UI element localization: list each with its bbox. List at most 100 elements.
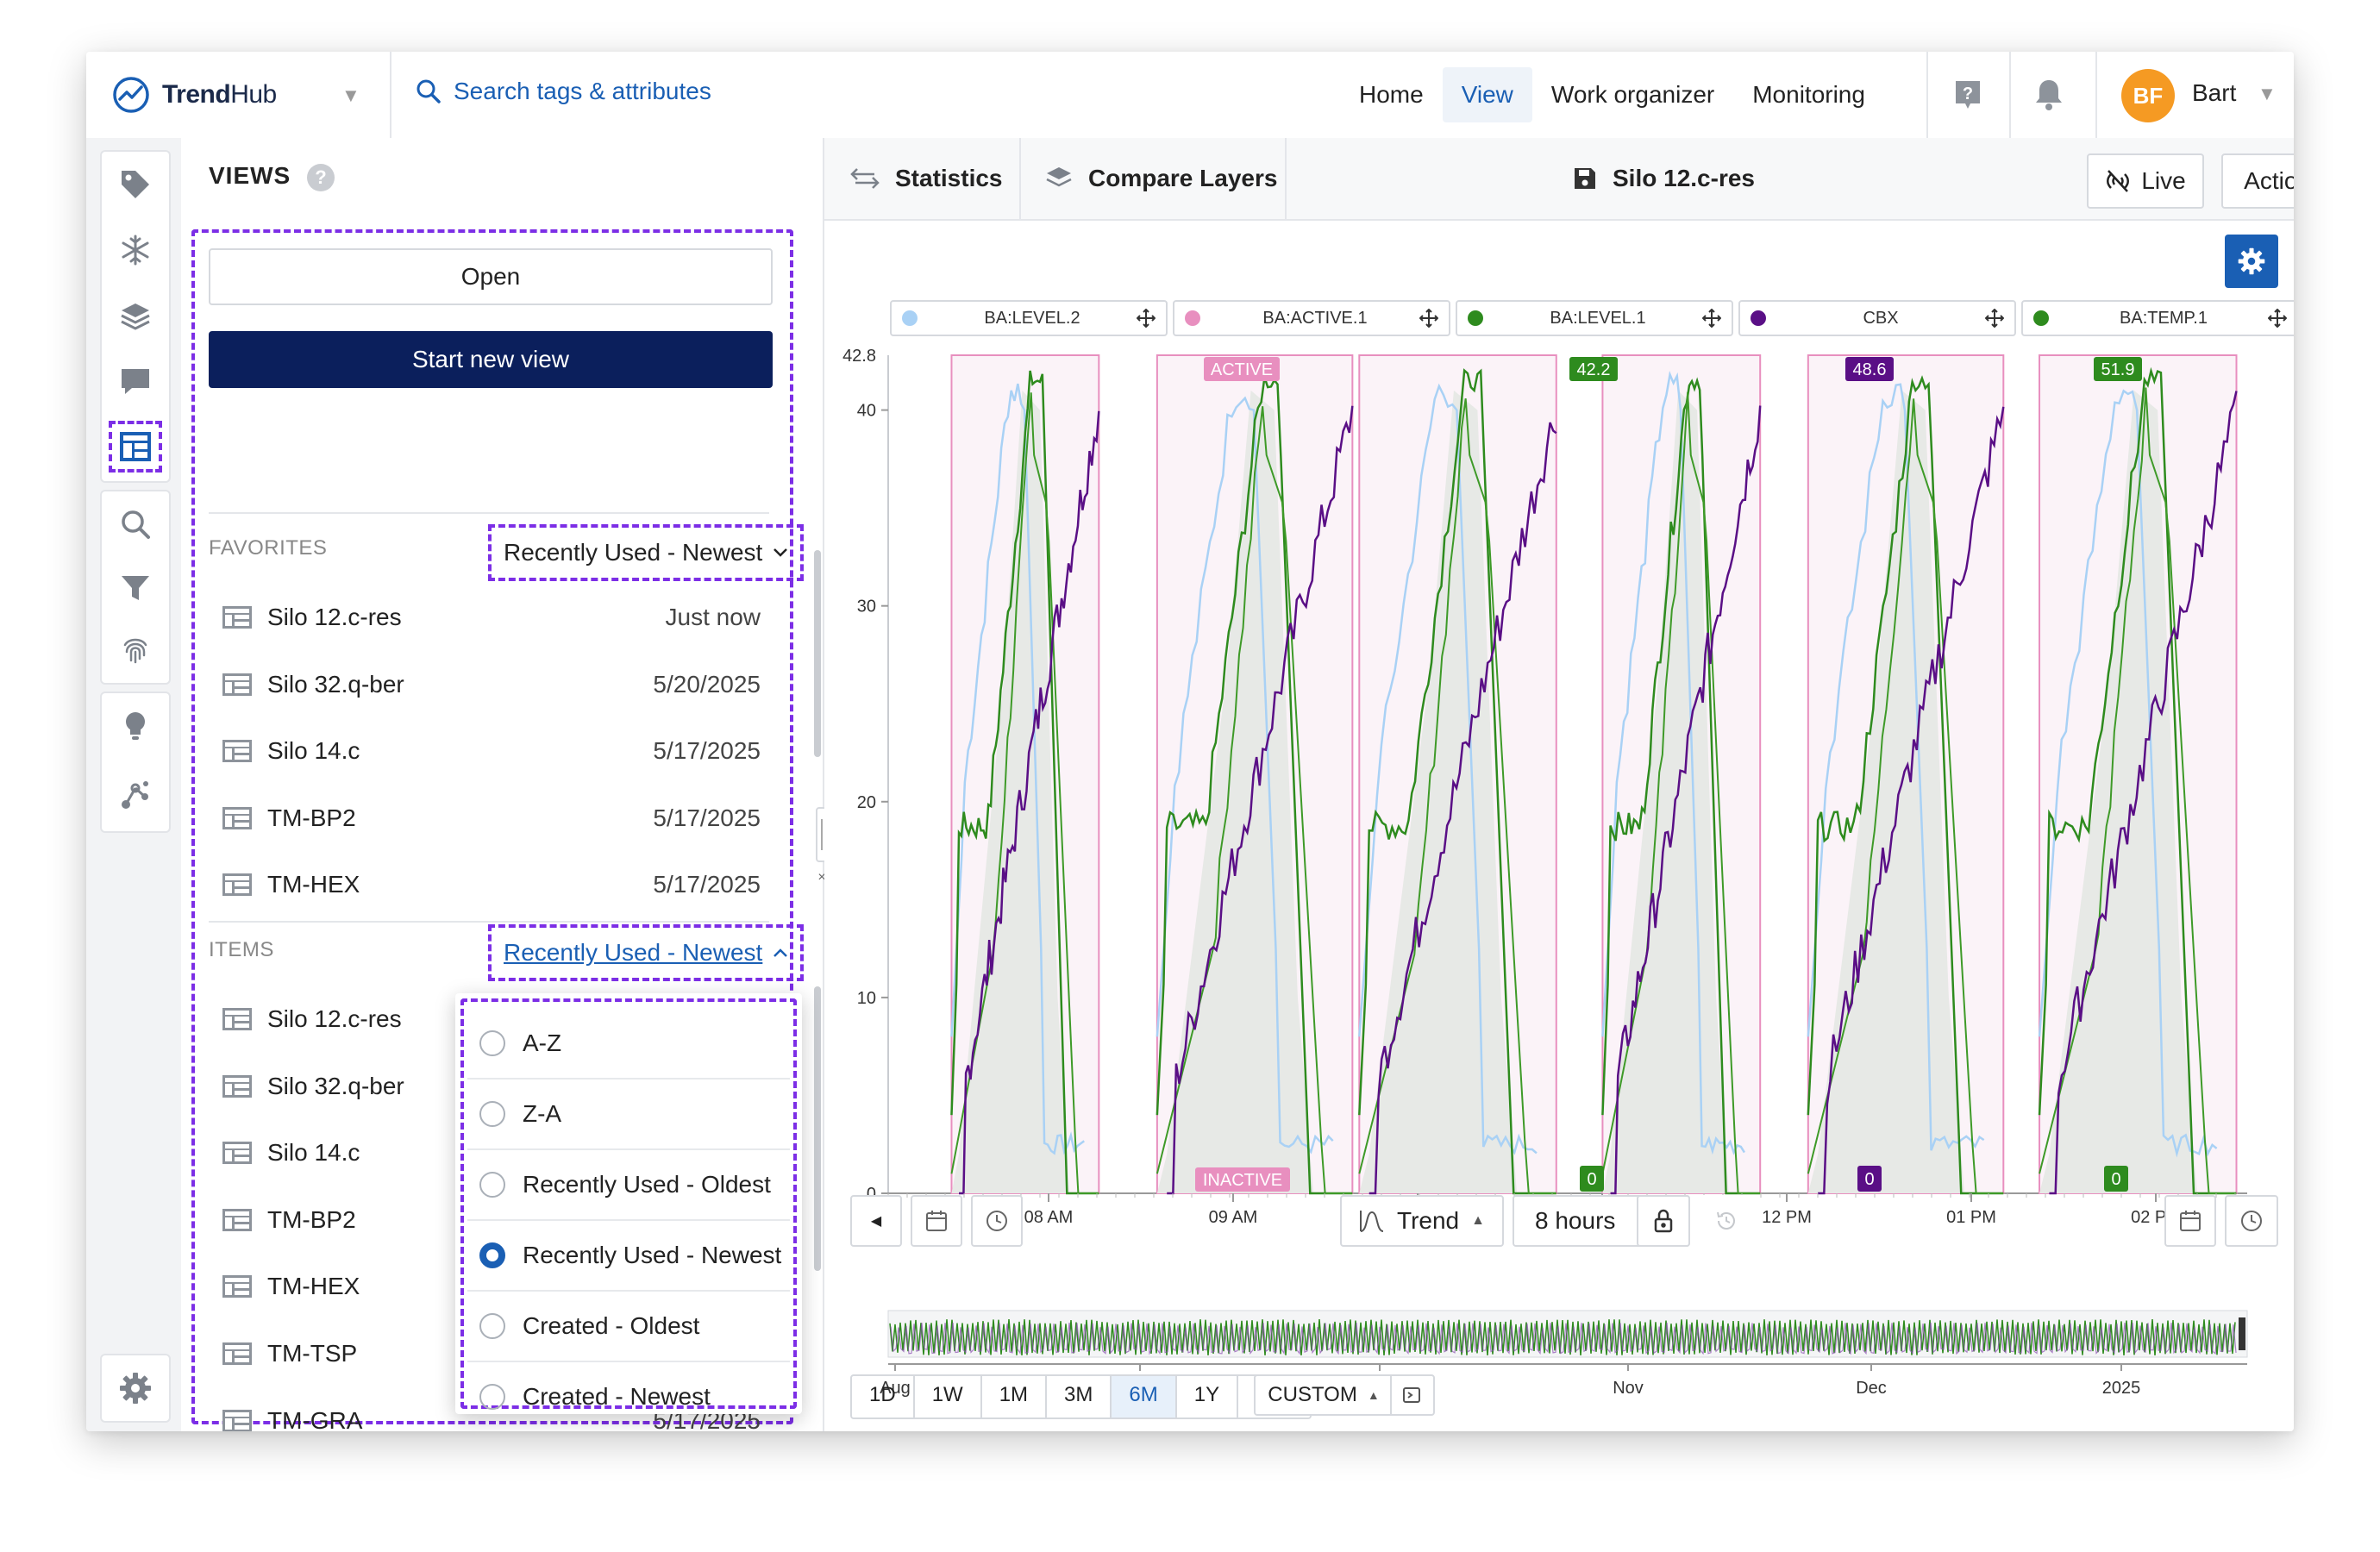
move-arrows-icon[interactable] (1137, 309, 1156, 328)
favorite-date: Just now (665, 604, 761, 630)
radio-icon[interactable] (479, 1172, 505, 1198)
item-row[interactable]: TM-TSP (209, 1321, 769, 1386)
search-icon[interactable] (102, 491, 169, 557)
compare-layers-tab[interactable]: Compare Layers (1045, 138, 1277, 219)
nav-view[interactable]: View (1442, 67, 1532, 122)
divider (2009, 52, 2011, 138)
range-button[interactable]: 1W (915, 1376, 982, 1417)
help-icon[interactable]: ? (1949, 76, 1987, 114)
radio-selected-icon[interactable] (479, 1242, 505, 1268)
item-row[interactable]: Silo 32.q-ber (209, 1054, 769, 1119)
favorite-row[interactable]: Silo 14.c 5/17/2025 (209, 718, 769, 784)
nav-work-organizer[interactable]: Work organizer (1550, 81, 1715, 108)
overview-window-handle[interactable] (2239, 1317, 2245, 1350)
custom-range-dropdown[interactable]: CUSTOM ▲ (1254, 1374, 1435, 1416)
sort-option[interactable]: Created - Oldest (467, 1292, 790, 1362)
favorite-row[interactable]: TM-BP2 5/17/2025 (209, 785, 769, 851)
comment-icon[interactable] (102, 348, 169, 414)
active-badge-bg (1204, 357, 1280, 381)
statistics-tab[interactable]: Statistics (850, 138, 1003, 219)
save-icon[interactable] (1573, 166, 1597, 191)
temp-min-badge: 0 (2111, 1170, 2120, 1189)
filter-icon[interactable] (102, 555, 169, 621)
lock-duration-button[interactable] (1637, 1195, 1690, 1247)
favorites-sort-value: Recently Used - Newest (504, 539, 763, 566)
brand-chevron-down-icon[interactable]: ▼ (341, 84, 360, 106)
search-input[interactable]: Search tags & attributes (416, 78, 711, 105)
snowflake-icon[interactable] (102, 217, 169, 283)
level1-min-badge: 0 (1587, 1170, 1596, 1189)
gear-icon[interactable] (102, 1355, 169, 1421)
fingerprint-icon[interactable] (102, 617, 169, 683)
graph-nodes-icon[interactable] (102, 762, 169, 828)
sort-option[interactable]: Recently Used - Newest (467, 1221, 790, 1292)
series-line-cbx (2049, 391, 2238, 1195)
start-date-button[interactable] (911, 1195, 962, 1247)
range-button[interactable]: 3M (1047, 1376, 1112, 1417)
item-row[interactable]: TM-BP2 (209, 1187, 769, 1253)
live-button[interactable]: Live (2087, 153, 2204, 209)
end-date-button[interactable] (2164, 1195, 2216, 1247)
sort-option[interactable]: Z-A (467, 1080, 790, 1150)
layers-icon[interactable] (102, 283, 169, 348)
item-row[interactable]: TM-HEX (209, 1254, 769, 1319)
open-view-button[interactable]: Open (209, 248, 773, 305)
sort-options-menu: A-Z Z-A Recently Used - Oldest Recently Use… (455, 993, 802, 1414)
tag-chip[interactable]: CBX (1738, 300, 2016, 336)
sort-option[interactable]: Recently Used - Oldest (467, 1150, 790, 1221)
item-row[interactable]: Silo 14.c (209, 1120, 769, 1186)
radio-icon[interactable] (479, 1030, 505, 1056)
tag-chip[interactable]: BA:TEMP.1 (2021, 300, 2294, 336)
move-arrows-icon[interactable] (1419, 309, 1438, 328)
range-button[interactable]: 1D (852, 1376, 915, 1417)
brand-logo[interactable]: TrendHub (112, 74, 277, 116)
tag-chip[interactable]: BA:ACTIVE.1 (1173, 300, 1450, 336)
user-chevron-down-icon[interactable]: ▼ (2258, 83, 2277, 104)
tag-icon[interactable] (102, 152, 169, 217)
favorite-row[interactable]: Silo 12.c-res Just now (209, 585, 769, 650)
main-nav: Home View Work organizer Monitoring (1340, 67, 1884, 122)
move-arrows-icon[interactable] (2268, 309, 2287, 328)
start-time-button[interactable] (971, 1195, 1023, 1247)
scroll-left-button[interactable]: ◀ (850, 1195, 902, 1247)
trend-chart[interactable]: 0 10 20 30 40 42.8 ACTIVE INACTIVE 42.2 48.6 51.9 0… (824, 221, 2294, 1431)
move-arrows-icon[interactable] (1985, 309, 2004, 328)
chart-type-dropdown[interactable]: Trend ▲ (1340, 1195, 1504, 1247)
move-arrows-icon[interactable] (1702, 309, 1721, 328)
tag-chip[interactable]: BA:LEVEL.1 (1456, 300, 1733, 336)
items-sort-dropdown[interactable]: Recently Used - Newest (488, 924, 805, 981)
item-row[interactable]: Silo 12.c-res (209, 986, 769, 1052)
help-circle-icon[interactable]: ? (307, 164, 335, 191)
range-button[interactable]: 1M (982, 1376, 1048, 1417)
scrollbar[interactable] (814, 550, 821, 757)
start-new-view-button[interactable]: Start new view (209, 331, 773, 388)
expand-icon[interactable] (1402, 1386, 1421, 1405)
bell-icon[interactable] (2030, 76, 2068, 114)
chevron-down-icon (774, 548, 788, 557)
scrollbar[interactable] (814, 986, 821, 1271)
avatar[interactable]: BF (2121, 69, 2175, 122)
favorite-row[interactable]: TM-HEX 5/17/2025 (209, 852, 769, 917)
actions-button[interactable]: Actions ▼ (2221, 153, 2294, 209)
favorites-sort-dropdown[interactable]: Recently Used - Newest (488, 524, 805, 581)
series-line-level1 (1358, 368, 1556, 1195)
sort-option[interactable]: A-Z (467, 1009, 790, 1080)
end-time-button[interactable] (2225, 1195, 2278, 1247)
chart-settings-button[interactable] (2225, 235, 2278, 288)
nav-home[interactable]: Home (1359, 81, 1424, 108)
user-name[interactable]: Bart (2192, 79, 2237, 106)
nav-monitoring[interactable]: Monitoring (1752, 81, 1865, 108)
views-icon[interactable] (102, 414, 169, 479)
lightbulb-icon[interactable] (102, 693, 169, 759)
close-panel-icon[interactable]: × (817, 870, 826, 885)
range-button[interactable]: 1Y (1177, 1376, 1239, 1417)
radio-icon[interactable] (479, 1313, 505, 1339)
radio-icon[interactable] (479, 1101, 505, 1127)
tag-chip[interactable]: BA:LEVEL.2 (890, 300, 1168, 336)
history-button[interactable] (1700, 1195, 1752, 1247)
favorite-row[interactable]: Silo 32.q-ber 5/20/2025 (209, 652, 769, 717)
chevron-up-icon (774, 948, 788, 957)
radio-icon[interactable] (479, 1384, 505, 1410)
range-button[interactable]: 6M (1112, 1376, 1177, 1417)
sort-option[interactable]: Created - Newest (467, 1362, 790, 1431)
